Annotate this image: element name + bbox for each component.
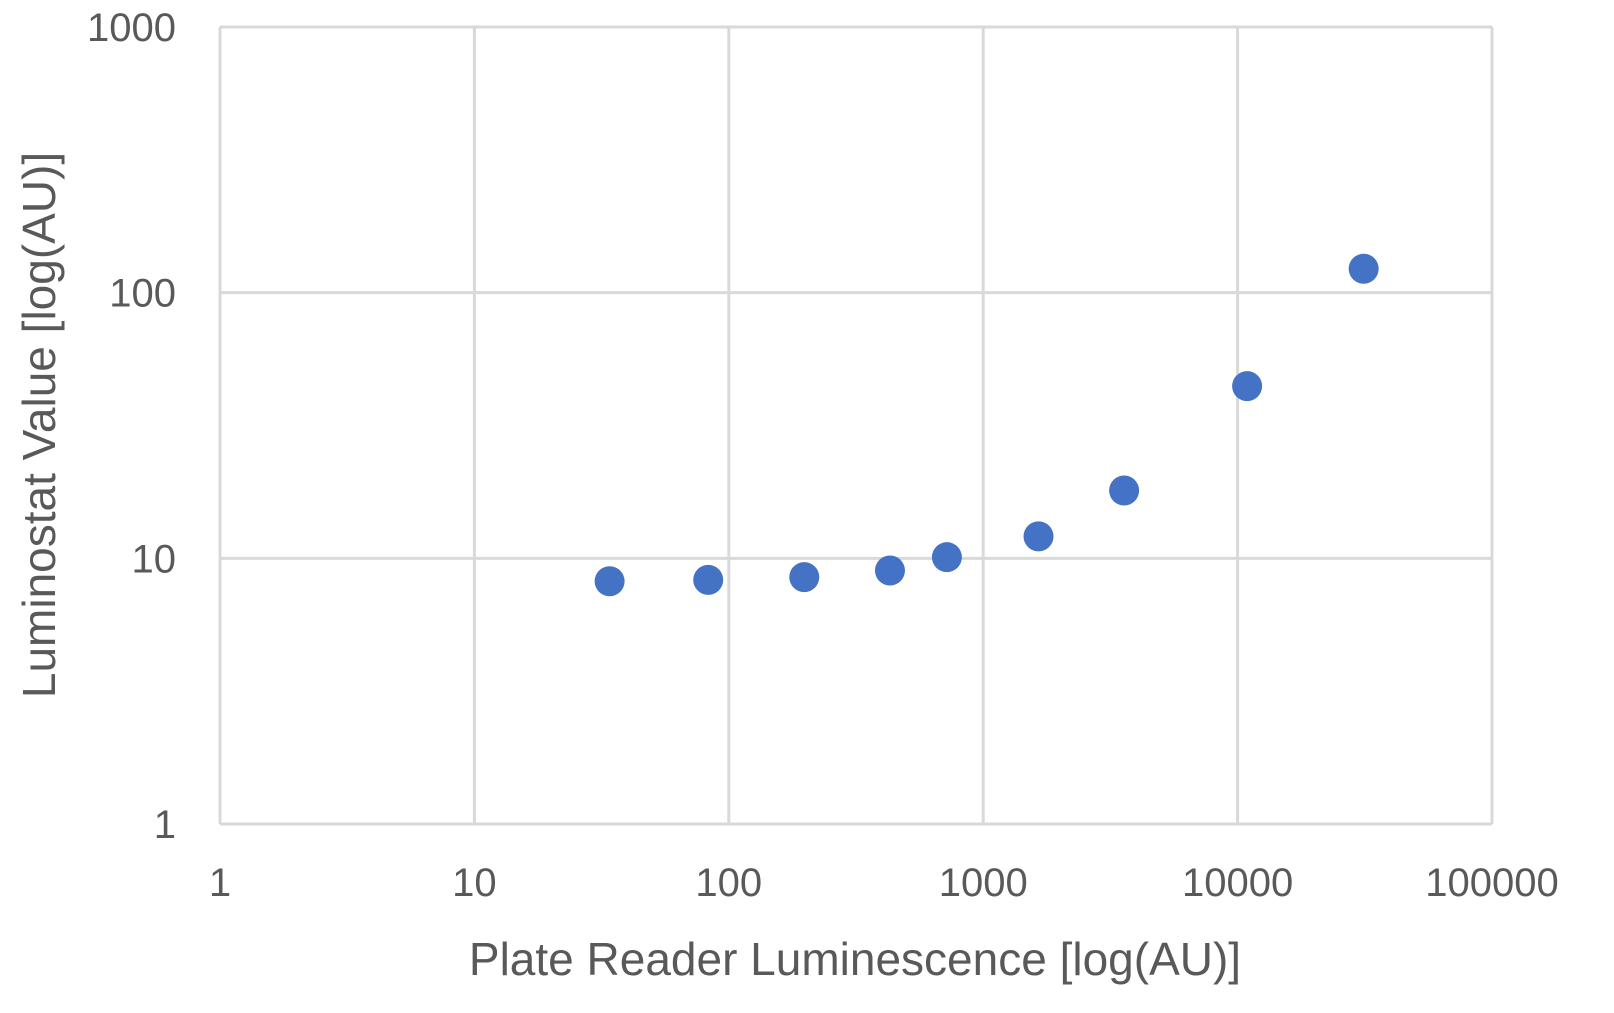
y-axis-tick-labels: 1 10 100 1000 — [87, 6, 176, 847]
data-point — [1023, 521, 1054, 552]
y-tick-label: 1 — [154, 803, 176, 847]
data-point — [594, 566, 625, 597]
data-point — [1109, 475, 1140, 506]
data-point — [1232, 371, 1263, 402]
y-tick-label: 1000 — [87, 6, 176, 50]
data-points — [594, 253, 1379, 597]
x-axis-tick-labels: 1 10 100 1000 10000 100000 — [209, 861, 1559, 905]
y-tick-label: 10 — [132, 537, 177, 581]
x-tick-label: 1000 — [939, 861, 1028, 905]
data-point — [931, 542, 962, 573]
x-tick-label: 100 — [695, 861, 762, 905]
data-point — [874, 555, 905, 586]
data-point — [693, 564, 724, 595]
data-point — [1348, 253, 1379, 284]
x-tick-label: 100000 — [1425, 861, 1558, 905]
x-axis-title: Plate Reader Luminescence [log(AU)] — [469, 933, 1241, 985]
x-tick-label: 10 — [452, 861, 497, 905]
data-point — [789, 562, 820, 593]
x-tick-label: 10000 — [1182, 861, 1293, 905]
y-axis-title: Luminostat Value [log(AU)] — [13, 152, 65, 698]
x-tick-label: 1 — [209, 861, 231, 905]
grid-lines — [218, 25, 1494, 826]
y-tick-label: 100 — [109, 272, 176, 316]
